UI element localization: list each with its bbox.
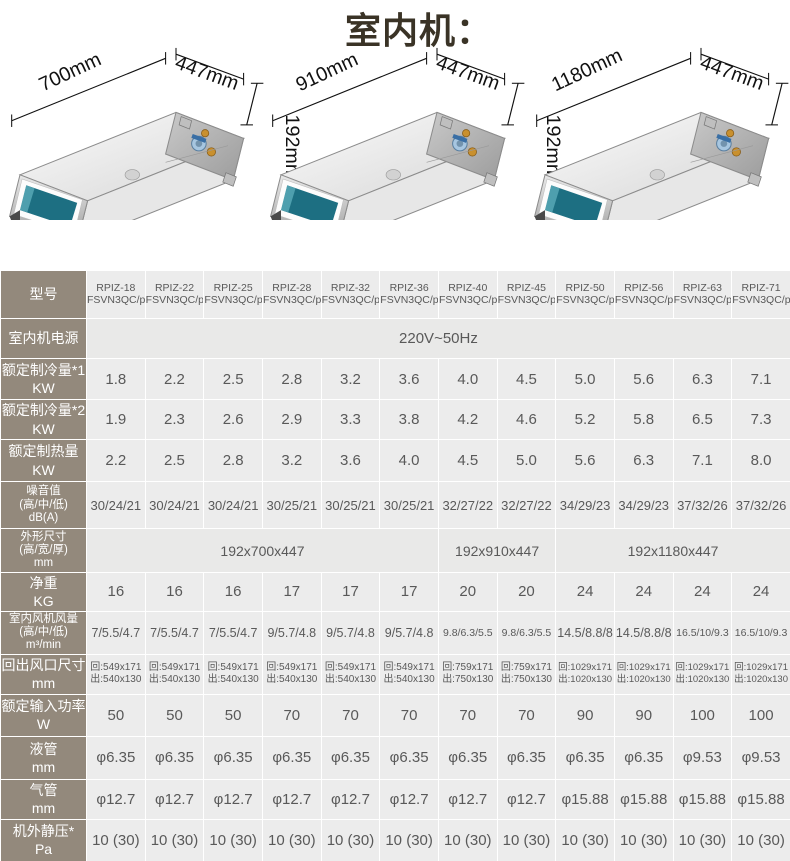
svg-text:700mm: 700mm xyxy=(36,48,105,96)
svg-text:1180mm: 1180mm xyxy=(548,44,626,96)
